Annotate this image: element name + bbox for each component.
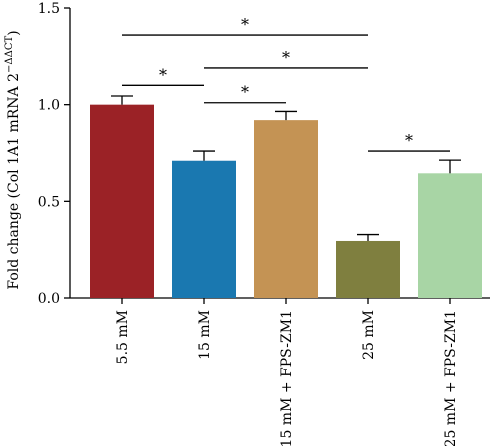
x-tick-label: 25 mM — [361, 310, 377, 360]
significance-star: * — [405, 131, 413, 150]
y-tick-label: 1.0 — [38, 98, 60, 114]
bar — [172, 160, 236, 298]
bar — [418, 173, 482, 298]
y-axis-label-main: Fold change (Col 1A1 mRNA 2 — [6, 73, 22, 290]
significance-star: * — [159, 65, 167, 84]
x-tick-label: 5.5 mM — [115, 310, 131, 364]
significance-star: * — [241, 83, 249, 102]
bar — [254, 120, 318, 298]
y-tick-label: 0.5 — [38, 194, 60, 210]
x-tick-label: 25 mM + FPS-ZM1 — [443, 310, 459, 446]
significance-star: * — [282, 48, 290, 67]
y-axis-label: Fold change (Col 1A1 mRNA 2−ΔΔCT) — [4, 30, 22, 289]
y-tick-label: 0.0 — [38, 291, 60, 307]
y-axis-label-exponent: −ΔΔCT — [4, 36, 15, 73]
x-tick-label: 15 mM — [197, 310, 213, 360]
significance-star: * — [241, 15, 249, 34]
svg-text:Fold change (Col 1A1 mRNA 2−ΔΔ: Fold change (Col 1A1 mRNA 2−ΔΔCT) — [4, 30, 22, 289]
y-tick-label: 1.5 — [38, 1, 60, 17]
y-axis-label-close: ) — [6, 30, 22, 35]
bar — [336, 240, 400, 298]
x-tick-label: 15 mM + FPS-ZM1 — [279, 310, 295, 446]
bar — [90, 104, 154, 299]
